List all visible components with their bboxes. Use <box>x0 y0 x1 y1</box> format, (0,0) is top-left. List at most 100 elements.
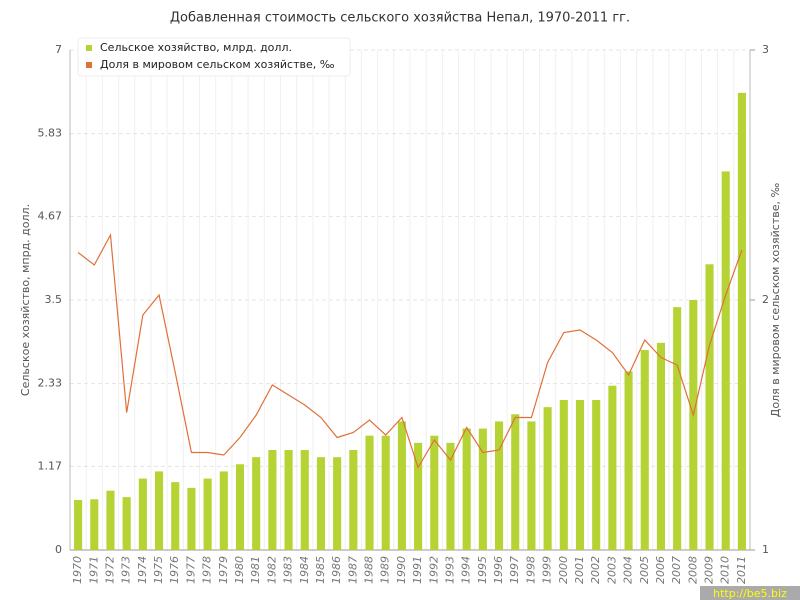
y2-tick-label: 3 <box>762 43 769 56</box>
bar <box>252 457 261 550</box>
x-tick-label: 1983 <box>282 556 295 584</box>
x-tick-label: 1996 <box>492 556 505 584</box>
bar <box>171 482 180 550</box>
y-tick-label: 3.5 <box>45 293 63 306</box>
y2-tick-label: 2 <box>762 293 769 306</box>
y-tick-label: 5.83 <box>38 127 63 140</box>
bar <box>462 428 471 550</box>
legend-box <box>77 37 351 77</box>
bar <box>640 350 649 550</box>
y2-tick-label: 1 <box>762 543 769 556</box>
x-tick-label: 1981 <box>249 556 262 584</box>
y-tick-label: 0 <box>55 543 62 556</box>
x-tick-label: 1972 <box>103 556 116 584</box>
x-tick-label: 1995 <box>476 556 489 584</box>
bar <box>203 478 212 550</box>
bar <box>122 497 131 550</box>
bar <box>511 414 520 550</box>
bar <box>349 450 358 550</box>
watermark: http://be5.biz <box>713 587 787 600</box>
x-tick-label: 1982 <box>265 556 278 584</box>
x-tick-label: 1977 <box>184 556 197 584</box>
x-tick-label: 1986 <box>330 556 343 584</box>
x-tick-label: 1992 <box>427 556 440 584</box>
y-axis-label: Сельское хозяйство, мпрд. долл. <box>19 204 32 396</box>
bar <box>235 464 245 550</box>
line <box>77 232 743 469</box>
legend-swatch <box>86 45 92 51</box>
bar <box>316 457 325 550</box>
x-tick-label: 2010 <box>719 556 732 584</box>
x-tick-label: 2009 <box>703 556 716 584</box>
bar <box>333 457 342 550</box>
bar <box>284 450 293 550</box>
y-tick-label: 2.33 <box>38 377 63 390</box>
x-tick-label: 1991 <box>411 556 424 584</box>
x-tick-label: 2006 <box>654 556 667 584</box>
x-tick-label: 1987 <box>346 556 359 584</box>
x-tick-label: 1979 <box>217 556 230 584</box>
x-tick-label: 1993 <box>443 556 456 584</box>
x-tick-label: 1978 <box>201 556 214 584</box>
bar <box>414 442 423 550</box>
x-tick-label: 2004 <box>622 556 635 584</box>
x-tick-label: 1994 <box>460 556 473 584</box>
bar <box>106 490 115 550</box>
x-tick-label: 1980 <box>233 556 246 584</box>
bar <box>219 471 228 550</box>
x-tick-label: 2002 <box>589 556 602 584</box>
bar <box>624 371 633 550</box>
legend-label: Сельское хозяйство, млрд. долл. <box>100 41 292 54</box>
bar <box>737 92 746 550</box>
x-tick-label: 2011 <box>735 556 748 584</box>
x-tick-label: 1970 <box>71 556 84 584</box>
legend-label: Доля в мировом сельском хозяйстве, ‰ <box>100 58 335 71</box>
bar <box>90 499 99 550</box>
bar <box>138 478 147 550</box>
x-tick-label: 1974 <box>136 556 149 584</box>
watermark-bg <box>700 586 800 600</box>
x-tick-label: 1989 <box>379 556 392 584</box>
y-tick-label: 4.67 <box>38 209 63 222</box>
x-tick-label: 2007 <box>670 556 683 584</box>
bar <box>187 487 196 550</box>
chart-title: Добавленная стоимость сельского хозяйств… <box>170 11 630 26</box>
bar <box>495 421 504 550</box>
bar <box>592 400 601 550</box>
bar <box>689 300 698 550</box>
bar <box>721 171 730 550</box>
x-tick-label: 2001 <box>573 556 586 584</box>
x-tick-label: 1975 <box>152 556 165 584</box>
x-tick-label: 1998 <box>524 556 537 584</box>
x-tick-label: 2000 <box>557 556 570 584</box>
bar <box>608 385 617 550</box>
bar <box>527 421 536 550</box>
bar <box>397 421 406 550</box>
x-tick-label: 1997 <box>508 556 521 584</box>
bar <box>381 435 390 550</box>
y-tick-label: 1.17 <box>38 459 63 472</box>
x-tick-label: 1976 <box>168 556 181 584</box>
bar <box>705 264 714 550</box>
x-tick-label: 2003 <box>605 556 618 584</box>
x-tick-label: 1984 <box>298 556 311 584</box>
bar <box>446 442 455 550</box>
bar <box>300 450 309 550</box>
x-tick-label: 1988 <box>363 556 376 584</box>
x-tick-label: 1985 <box>314 556 327 584</box>
legend-swatch <box>86 62 92 68</box>
x-tick-label: 1971 <box>87 556 100 584</box>
bar <box>575 400 585 550</box>
bar <box>559 400 568 550</box>
y-tick-label: 7 <box>55 43 62 56</box>
bar <box>543 407 552 550</box>
y2-axis-label: Доля в мировом сельском хозяйстве, ‰ <box>769 183 782 418</box>
bar <box>365 435 374 550</box>
x-tick-label: 1990 <box>395 556 408 584</box>
bar <box>673 307 682 550</box>
x-tick-label: 1973 <box>120 556 133 584</box>
x-tick-label: 1999 <box>541 556 554 584</box>
bar <box>155 471 164 550</box>
x-tick-label: 2005 <box>638 556 651 584</box>
